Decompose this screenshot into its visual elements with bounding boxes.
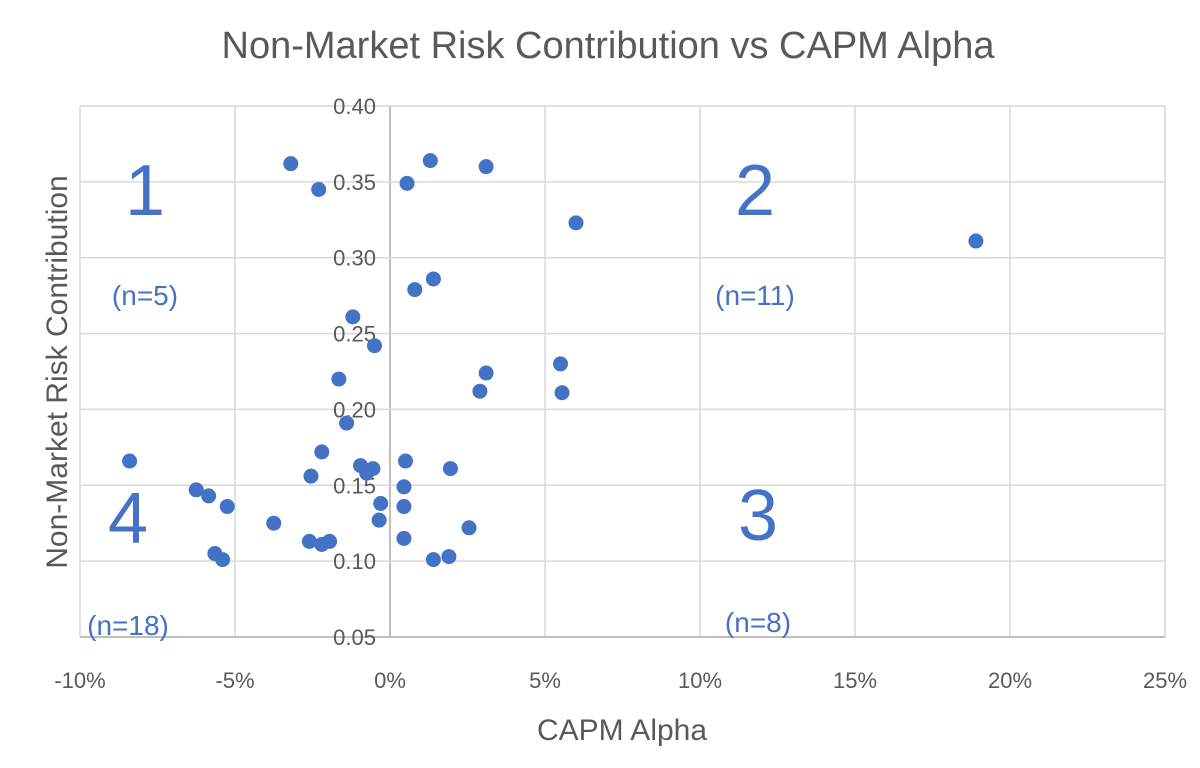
data-point — [968, 233, 984, 249]
data-point — [215, 552, 231, 568]
chart-title: Non-Market Risk Contribution vs CAPM Alp… — [222, 25, 996, 67]
data-point — [266, 515, 282, 531]
quadrant-number: 3 — [738, 476, 778, 556]
data-point — [441, 549, 457, 565]
data-point — [367, 338, 382, 354]
gridlines — [79, 105, 1166, 638]
data-point — [425, 271, 441, 287]
x-tick-label: -5% — [215, 668, 254, 693]
quadrant-count: (n=5) — [112, 280, 178, 311]
data-point — [396, 499, 412, 515]
quadrant-labels: 1 (n=5) 2 (n=11) 3 (n=8) 4 (n=18) — [87, 151, 795, 641]
y-tick-label: 0.05 — [333, 625, 376, 650]
data-point — [472, 383, 488, 399]
data-point — [373, 495, 389, 511]
data-point — [365, 461, 381, 477]
data-point — [396, 479, 412, 495]
x-tick-label: -10% — [54, 668, 105, 693]
data-point — [442, 461, 458, 477]
data-point — [425, 552, 441, 568]
data-points — [122, 153, 984, 568]
data-point — [478, 365, 494, 381]
data-point — [568, 215, 584, 231]
y-tick-label: 0.30 — [333, 246, 376, 271]
x-tick-label: 20% — [988, 668, 1032, 693]
y-tick-label: 0.35 — [333, 170, 376, 195]
data-point — [371, 512, 387, 528]
data-point — [461, 520, 477, 536]
data-point — [201, 488, 217, 504]
data-point — [553, 356, 568, 372]
data-point — [554, 385, 570, 401]
data-point — [331, 371, 347, 387]
data-point — [407, 282, 423, 298]
quadrant-count: (n=11) — [715, 280, 795, 311]
data-point — [396, 530, 412, 546]
data-point — [398, 453, 413, 469]
x-axis-title: CAPM Alpha — [537, 714, 707, 747]
y-tick-label: 0.40 — [333, 94, 376, 119]
y-tick-label: 0.10 — [333, 549, 376, 574]
data-point — [219, 499, 235, 515]
data-point — [422, 153, 438, 169]
tick-labels: -10% -5% 0% 5% 10% 15% 20% 25%0.050.100.150.200… — [54, 94, 1187, 693]
data-point — [303, 468, 319, 484]
data-point — [122, 453, 138, 469]
x-tick-label: 15% — [833, 668, 877, 693]
quadrant-count: (n=8) — [725, 607, 791, 638]
x-tick-label: 10% — [678, 668, 722, 693]
y-tick-label: 0.20 — [333, 397, 376, 422]
quadrant-number: 4 — [108, 479, 148, 559]
data-point — [345, 309, 361, 325]
data-point — [283, 156, 299, 172]
x-tick-label: 0% — [374, 668, 406, 693]
data-point — [311, 181, 327, 197]
quadrant-count: (n=18) — [87, 610, 169, 641]
y-axis-title: Non-Market Risk Contribution — [41, 175, 74, 568]
data-point — [301, 533, 317, 549]
data-point — [339, 415, 355, 431]
data-point — [314, 536, 330, 552]
quadrant-number: 2 — [735, 151, 775, 231]
data-point — [478, 159, 494, 175]
data-point — [314, 444, 330, 460]
quadrant-number: 1 — [125, 151, 165, 231]
data-point — [399, 175, 415, 191]
x-tick-label: 5% — [529, 668, 561, 693]
x-tick-label: 25% — [1143, 668, 1187, 693]
data-point — [188, 482, 204, 498]
